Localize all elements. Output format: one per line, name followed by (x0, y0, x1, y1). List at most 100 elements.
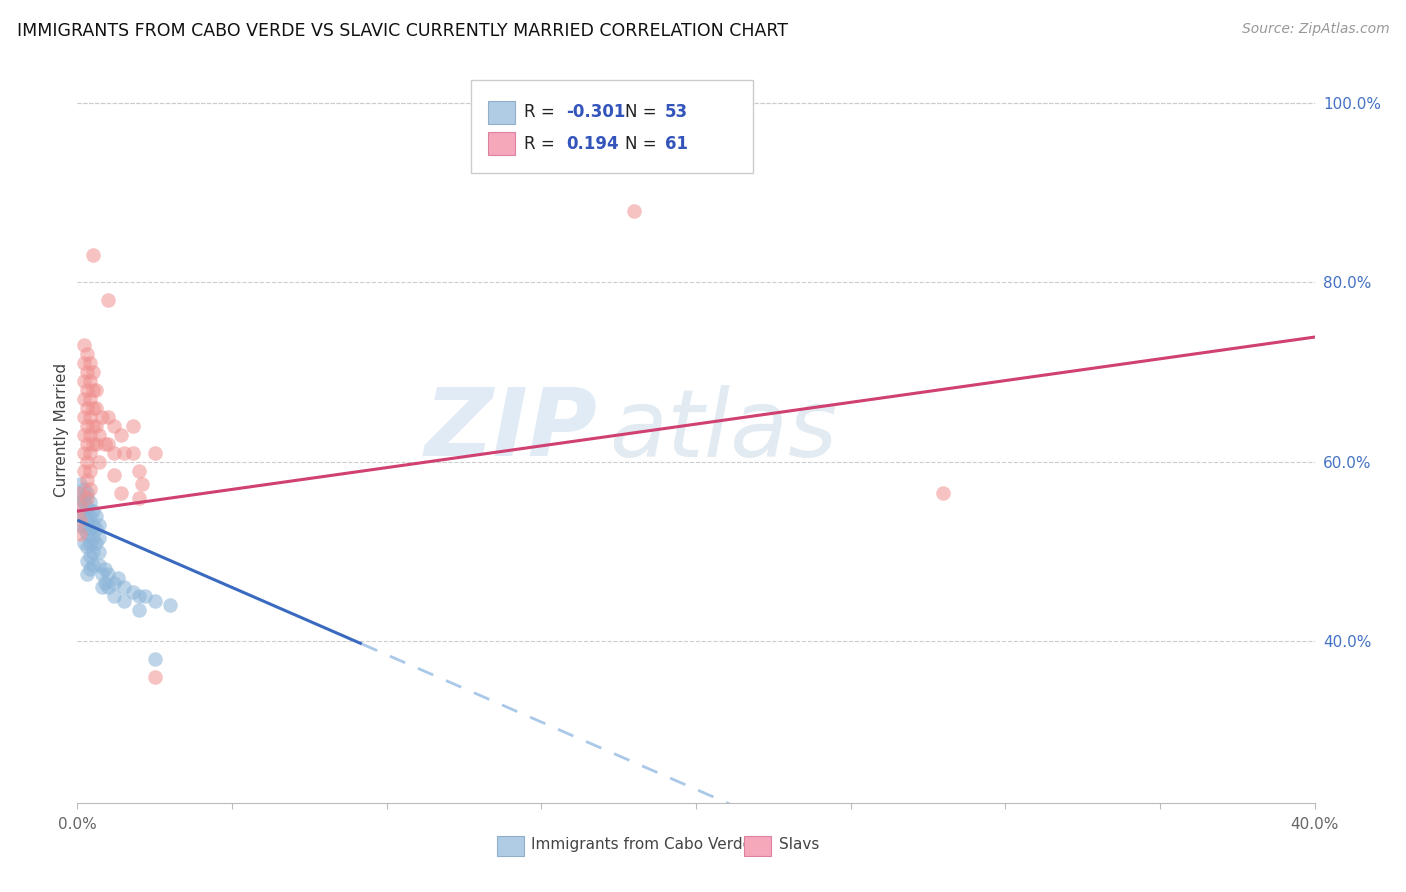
Point (103, 576, 125, 591)
Point (82, 418, 104, 433)
Point (76, 473, 98, 487)
Point (72, 464, 94, 478)
Point (87, 455, 110, 469)
Point (128, 590, 150, 604)
FancyBboxPatch shape (488, 132, 516, 155)
Point (94, 562, 117, 576)
Point (76, 437, 98, 451)
Point (69, 500, 91, 514)
Text: Immigrants from Cabo Verde: Immigrants from Cabo Verde (531, 837, 752, 852)
Point (72, 409, 94, 424)
Point (72, 522, 94, 536)
Point (159, 599, 181, 613)
Point (79, 356, 101, 370)
Point (79, 508, 101, 523)
Point (76, 383, 98, 397)
Point (131, 477, 153, 491)
Point (103, 590, 125, 604)
Point (623, 203, 645, 218)
Point (72, 392, 94, 406)
Point (84, 508, 107, 523)
Point (122, 446, 145, 460)
Point (143, 446, 166, 460)
Text: atlas: atlas (609, 384, 838, 476)
Point (91, 409, 114, 424)
Point (82, 531, 104, 545)
Point (82, 437, 104, 451)
Point (76, 491, 98, 505)
Point (79, 522, 101, 536)
Point (69, 504, 91, 518)
Text: N =: N = (626, 135, 662, 153)
Text: N =: N = (626, 103, 662, 121)
Point (82, 504, 104, 518)
Point (84, 401, 107, 415)
Point (76, 500, 98, 514)
Text: Slavs: Slavs (779, 837, 820, 852)
Point (143, 670, 166, 684)
FancyBboxPatch shape (471, 80, 752, 173)
Point (72, 535, 94, 549)
Point (79, 562, 101, 576)
Text: Source: ZipAtlas.com: Source: ZipAtlas.com (1241, 22, 1389, 37)
Point (79, 549, 101, 563)
Point (79, 374, 101, 388)
Text: IMMIGRANTS FROM CABO VERDE VS SLAVIC CURRENTLY MARRIED CORRELATION CHART: IMMIGRANTS FROM CABO VERDE VS SLAVIC CUR… (17, 22, 787, 40)
Point (76, 513, 98, 527)
Point (69, 526, 91, 541)
Y-axis label: Currently Married: Currently Married (53, 363, 69, 498)
Point (69, 477, 91, 491)
Point (82, 365, 104, 379)
Point (94, 437, 117, 451)
Point (932, 486, 955, 500)
Point (103, 468, 125, 483)
Text: R =: R = (524, 103, 560, 121)
Point (72, 495, 94, 509)
Point (91, 581, 114, 595)
Point (143, 594, 166, 608)
Text: -0.301: -0.301 (567, 103, 626, 121)
Point (76, 455, 98, 469)
Point (128, 464, 150, 478)
Point (84, 522, 107, 536)
Point (97, 409, 120, 424)
Point (84, 535, 107, 549)
Point (112, 446, 135, 460)
Point (72, 356, 94, 370)
Point (76, 566, 98, 581)
Text: ZIP: ZIP (425, 384, 598, 476)
Point (76, 347, 98, 361)
Point (128, 603, 150, 617)
Point (79, 428, 101, 442)
Point (76, 540, 98, 554)
Point (79, 409, 101, 424)
Point (84, 437, 107, 451)
Point (76, 486, 98, 500)
Point (79, 392, 101, 406)
Point (84, 383, 107, 397)
Point (87, 544, 110, 558)
Point (134, 590, 156, 604)
Text: 61: 61 (665, 135, 688, 153)
Point (76, 401, 98, 415)
Point (79, 482, 101, 496)
Point (82, 383, 104, 397)
Point (82, 544, 104, 558)
Point (103, 418, 125, 433)
Point (69, 513, 91, 527)
Point (82, 558, 104, 572)
Point (72, 428, 94, 442)
Text: 0.194: 0.194 (567, 135, 619, 153)
Point (87, 558, 110, 572)
Point (69, 486, 91, 500)
Point (69, 491, 91, 505)
Point (82, 401, 104, 415)
Point (72, 491, 94, 505)
FancyBboxPatch shape (488, 101, 516, 123)
Point (110, 428, 132, 442)
Point (79, 446, 101, 460)
Point (91, 566, 114, 581)
Point (143, 652, 166, 666)
Point (97, 293, 120, 308)
Point (122, 585, 145, 599)
